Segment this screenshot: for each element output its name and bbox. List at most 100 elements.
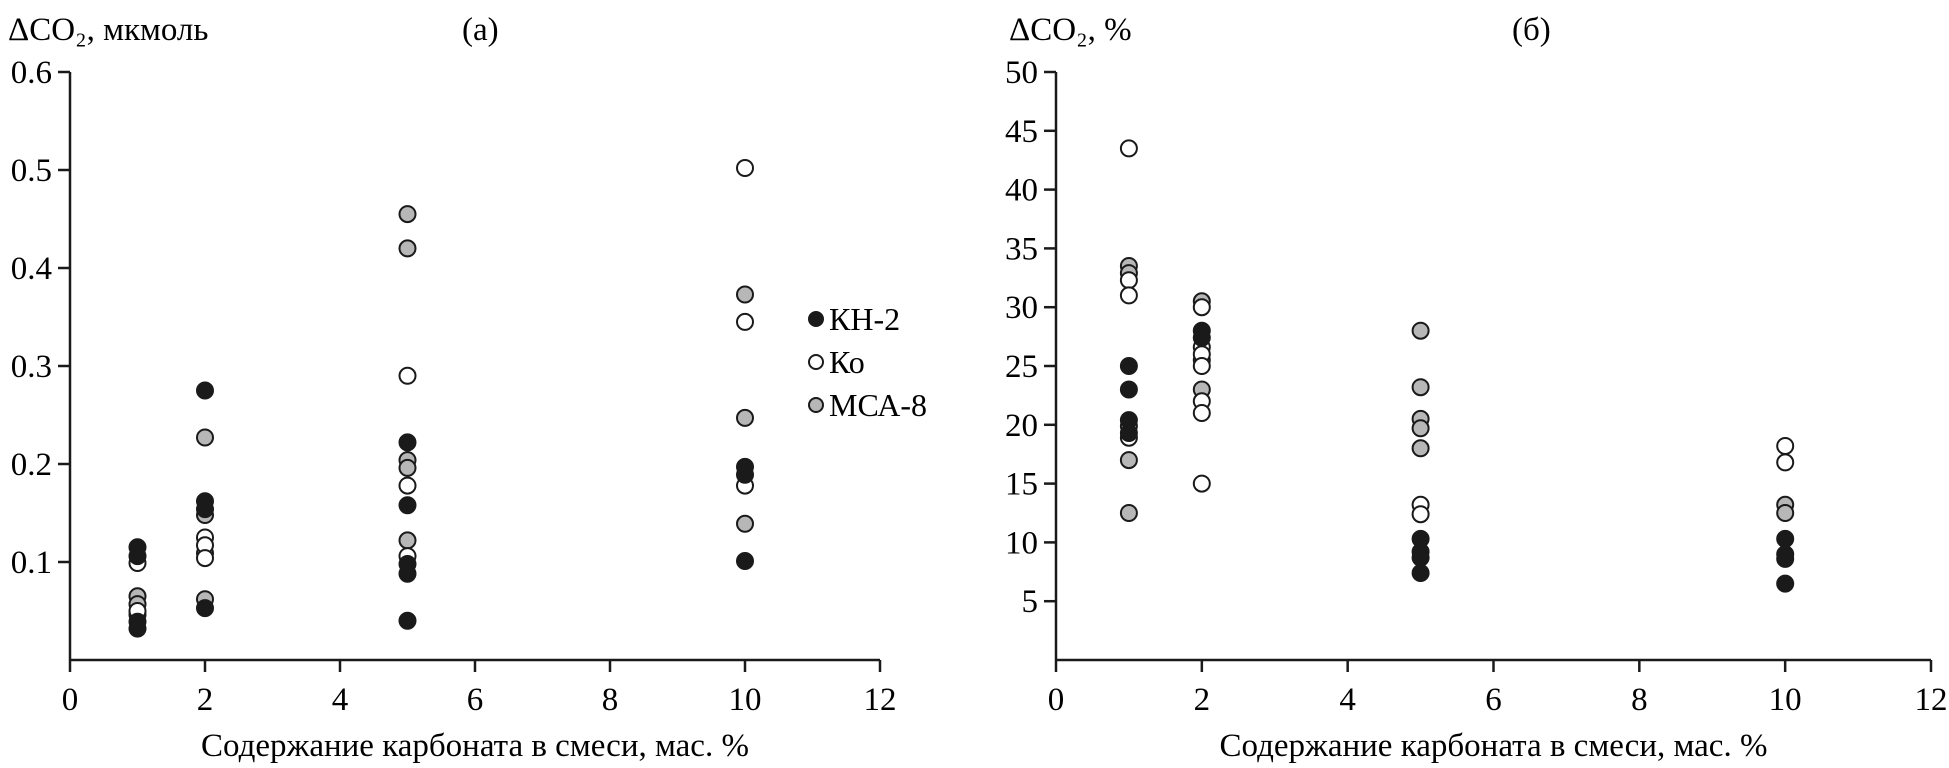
data-point-msa8 <box>398 205 417 224</box>
series-ko <box>128 159 754 620</box>
data-point-kn2 <box>128 547 147 566</box>
x-tick-label: 8 <box>602 682 619 718</box>
data-point-msa8 <box>398 458 417 477</box>
x-tick-label: 12 <box>864 682 897 718</box>
data-point-msa8 <box>1776 504 1795 522</box>
data-point-msa8 <box>398 239 417 258</box>
y-tick-label: 45 <box>1005 114 1038 150</box>
y-tick-label: 15 <box>1005 467 1038 503</box>
data-point-ko <box>1776 453 1795 472</box>
data-point-msa8 <box>1411 321 1430 340</box>
series-msa8 <box>128 205 754 624</box>
y-axis-title: ΔCO₂, мкмоль <box>8 12 208 48</box>
y-tick-label: 0.2 <box>11 447 52 483</box>
data-point-msa8 <box>1119 451 1138 470</box>
y-tick-label: 0.3 <box>11 349 52 385</box>
y-tick-label: 5 <box>1022 584 1039 620</box>
data-point-ko <box>1119 271 1138 290</box>
data-point-ko <box>736 159 754 177</box>
x-tick-label: 0 <box>62 682 79 718</box>
y-tick-label: 0.6 <box>11 55 52 91</box>
data-point-kn2 <box>398 564 417 583</box>
data-point-kn2 <box>128 619 147 638</box>
data-point-msa8 <box>1411 378 1430 397</box>
data-point-ko <box>196 549 214 568</box>
legend-label-kn2: КН-2 <box>829 301 900 337</box>
data-point-kn2 <box>196 381 214 400</box>
x-tick-label: 0 <box>1048 682 1065 718</box>
series-msa8 <box>1119 257 1795 522</box>
x-axis-title: Содержание карбоната в смеси, мас. % <box>201 728 749 764</box>
data-point-kn2 <box>1411 548 1430 567</box>
x-tick-label: 6 <box>467 682 484 718</box>
legend-marker-ko <box>808 354 824 370</box>
data-point-ko <box>736 312 754 331</box>
legend-label-ko: Ко <box>829 344 865 380</box>
legend-marker-kn2 <box>808 311 824 327</box>
y-tick-label: 0.5 <box>11 153 52 189</box>
data-point-kn2 <box>1119 424 1138 442</box>
data-point-kn2 <box>398 496 417 515</box>
data-point-msa8 <box>1411 439 1430 458</box>
data-point-kn2 <box>1776 529 1795 548</box>
data-point-ko <box>1192 404 1211 422</box>
x-tick-label: 10 <box>729 682 762 718</box>
data-point-ko <box>1411 505 1430 524</box>
data-point-kn2 <box>1411 564 1430 582</box>
legend-label-msa8: МСА-8 <box>829 387 927 423</box>
data-point-ko <box>398 366 417 385</box>
chart-panel-b: 0 2 4 6 8 10 12 5 10 15 20 25 30 35 40 45 50 ΔCO₂, % (б) Со… <box>1005 12 1948 764</box>
data-point-msa8 <box>736 514 754 533</box>
y-tick-label: 50 <box>1005 55 1038 91</box>
x-tick-label: 8 <box>1631 682 1648 718</box>
data-point-ko <box>1776 437 1795 455</box>
series-kn2 <box>1119 321 1795 593</box>
y-tick-label: 20 <box>1005 408 1038 444</box>
series-ko <box>1119 139 1795 524</box>
y-axis-title: ΔCO₂, % <box>1009 12 1132 48</box>
data-point-kn2 <box>736 465 754 484</box>
x-tick-label: 2 <box>197 682 214 718</box>
x-tick-label: 6 <box>1485 682 1502 718</box>
data-point-kn2 <box>398 611 417 630</box>
x-tick-label: 4 <box>1339 682 1356 718</box>
panel-label: (б) <box>1512 12 1551 48</box>
legend: КН-2 Ко МСА-8 <box>808 301 927 423</box>
data-point-kn2 <box>196 599 214 618</box>
data-point-ko <box>1192 298 1211 317</box>
y-tick-label: 0.4 <box>11 251 52 287</box>
series-kn2 <box>128 381 754 638</box>
data-point-msa8 <box>1411 419 1430 438</box>
y-tick-label: 40 <box>1005 173 1038 209</box>
x-tick-label: 2 <box>1194 682 1211 718</box>
data-point-ko <box>398 476 417 495</box>
data-point-ko <box>1192 474 1211 493</box>
data-point-kn2 <box>1119 380 1138 399</box>
data-point-kn2 <box>1192 328 1211 347</box>
data-point-kn2 <box>196 500 214 519</box>
x-tick-label: 4 <box>332 682 349 718</box>
y-tick-label: 35 <box>1005 231 1038 267</box>
data-point-msa8 <box>736 408 754 427</box>
x-tick-label: 12 <box>1915 682 1948 718</box>
data-point-msa8 <box>196 428 214 447</box>
legend-marker-msa8 <box>808 397 824 413</box>
data-point-kn2 <box>1776 549 1795 568</box>
x-axis-title: Содержание карбоната в смеси, мас. % <box>1220 728 1768 764</box>
data-point-kn2 <box>736 552 754 570</box>
x-tick-label: 10 <box>1769 682 1802 718</box>
data-point-kn2 <box>398 433 417 452</box>
y-tick-label: 0.1 <box>11 545 52 581</box>
chart-panel-a: 0 2 4 6 8 10 12 0.1 0.2 0.3 0.4 0.5 0.6 ΔCO₂, мкмоль (… <box>8 12 927 764</box>
panel-label: (а) <box>462 12 499 48</box>
data-point-ko <box>1119 286 1138 305</box>
data-point-ko <box>1192 357 1211 375</box>
data-point-msa8 <box>1119 504 1138 522</box>
data-point-kn2 <box>1119 357 1138 375</box>
y-tick-label: 30 <box>1005 290 1038 326</box>
y-tick-label: 25 <box>1005 349 1038 385</box>
data-point-msa8 <box>398 531 417 550</box>
y-tick-label: 10 <box>1005 525 1038 561</box>
data-point-kn2 <box>1776 574 1795 593</box>
